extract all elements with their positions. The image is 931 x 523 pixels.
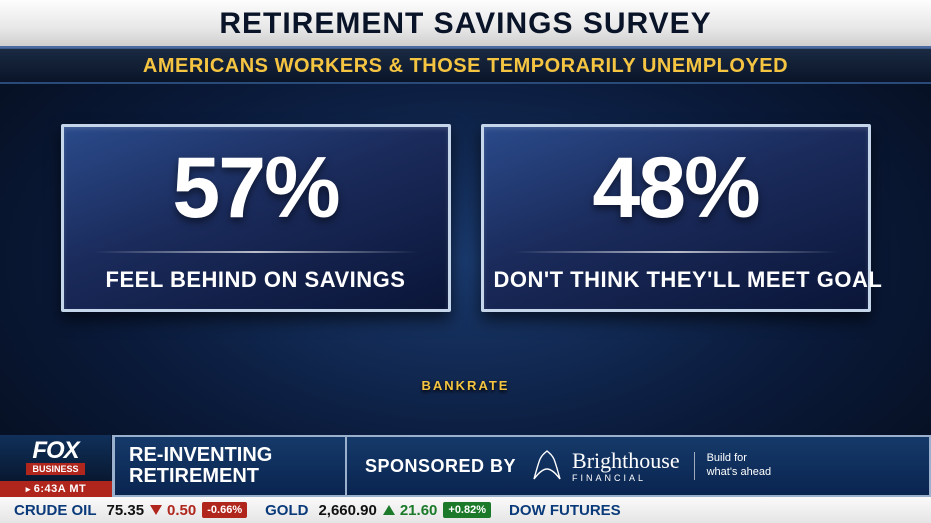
- ticker-change: 0.50: [167, 502, 202, 519]
- stat-divider: [514, 251, 838, 253]
- panel-title: RETIREMENT SAVINGS SURVEY: [219, 7, 711, 40]
- stock-ticker: CRUDE OIL 75.35 0.50 -0.66% GOLD 2,660.9…: [0, 497, 931, 523]
- clock: 6:43A MT: [0, 481, 112, 497]
- ticker-change: 21.60: [400, 502, 444, 519]
- stat-percent: 48%: [494, 145, 858, 231]
- stats-row: 57% FEEL BEHIND ON SAVINGS 48% DON'T THI…: [0, 124, 931, 312]
- ticker-pct-badge: -0.66%: [202, 502, 247, 518]
- ticker-label: GOLD: [251, 502, 318, 519]
- stat-label: FEEL BEHIND ON SAVINGS: [74, 267, 438, 293]
- stat-card: 48% DON'T THINK THEY'LL MEET GOAL: [481, 124, 871, 312]
- ticker-pct-badge: +0.82%: [443, 502, 491, 518]
- segment-line-2: RETIREMENT: [129, 466, 345, 487]
- stat-percent: 57%: [74, 145, 438, 231]
- sponsor-tagline: Build for what's ahead: [694, 452, 771, 480]
- subtitle-bar: AMERICANS WORKERS & THOSE TEMPORARILY UN…: [0, 48, 931, 84]
- channel-name-bottom: BUSINESS: [26, 463, 84, 475]
- segment-line-1: RE-INVENTING: [129, 445, 345, 466]
- ticker-label: CRUDE OIL: [0, 502, 107, 519]
- panel-subtitle: AMERICANS WORKERS & THOSE TEMPORARILY UN…: [143, 55, 788, 77]
- sponsor-name: Brighthouse: [572, 450, 680, 472]
- channel-logo-column: FOX BUSINESS 6:43A MT: [0, 435, 112, 497]
- ticker-value: 75.35: [107, 502, 151, 519]
- segment-title: RE-INVENTING RETIREMENT: [112, 435, 347, 497]
- up-arrow-icon: [383, 505, 395, 515]
- sponsor-logo-icon: [530, 449, 564, 483]
- channel-logo: FOX BUSINESS: [0, 435, 112, 481]
- stat-card: 57% FEEL BEHIND ON SAVINGS: [61, 124, 451, 312]
- survey-panel: RETIREMENT SAVINGS SURVEY AMERICANS WORK…: [0, 0, 931, 435]
- ticker-label: DOW FUTURES: [495, 502, 631, 519]
- title-bar: RETIREMENT SAVINGS SURVEY: [0, 0, 931, 48]
- source-credit: BANKRATE: [0, 378, 931, 393]
- stat-label: DON'T THINK THEY'LL MEET GOAL: [494, 267, 858, 293]
- channel-name-top: FOX: [32, 441, 78, 460]
- ticker-value: 2,660.90: [318, 502, 382, 519]
- stat-divider: [94, 251, 418, 253]
- sponsor-logo: Brighthouse FINANCIAL: [530, 449, 680, 483]
- sponsored-by-label: SPONSORED BY: [365, 456, 516, 477]
- sponsor-tagline-2: what's ahead: [707, 466, 771, 480]
- lower-third: FOX BUSINESS 6:43A MT RE-INVENTING RETIR…: [0, 435, 931, 497]
- sponsor-tagline-1: Build for: [707, 452, 771, 466]
- down-arrow-icon: [150, 505, 162, 515]
- sponsor-block: SPONSORED BY Brighthouse FINANCIAL Build…: [347, 435, 931, 497]
- sponsor-subname: FINANCIAL: [572, 474, 680, 483]
